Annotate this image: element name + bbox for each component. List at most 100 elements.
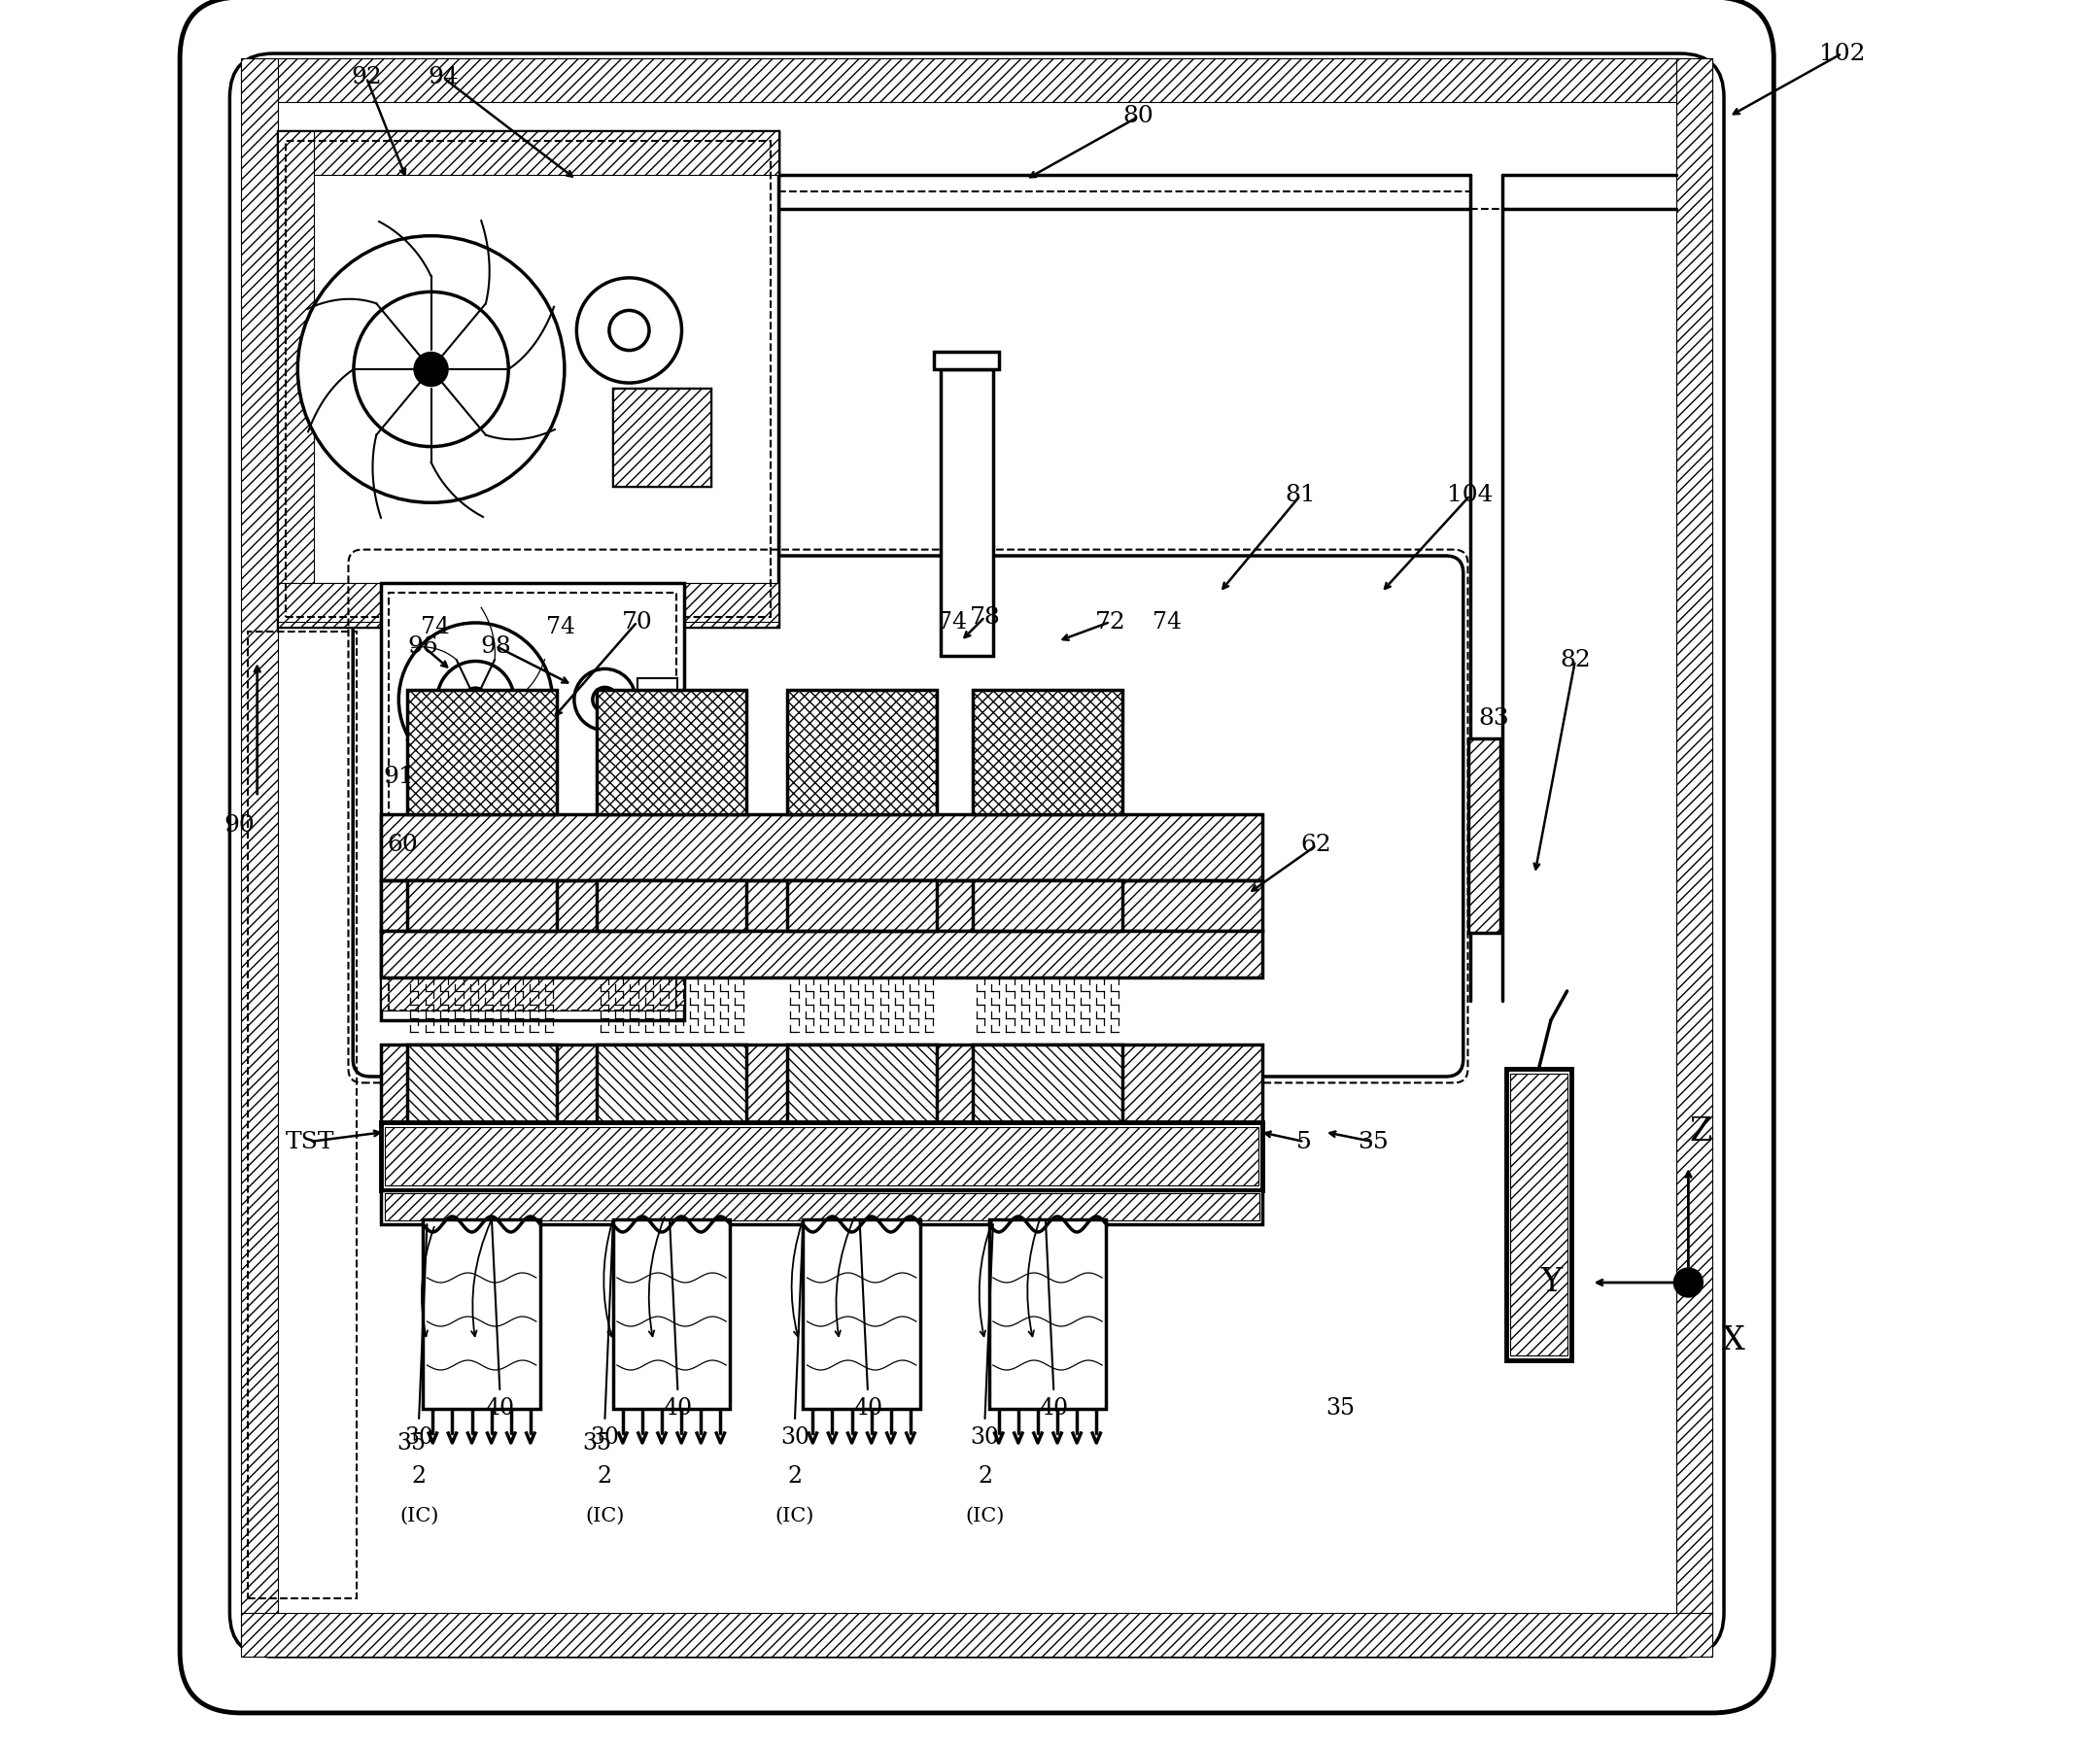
Circle shape (416, 353, 447, 386)
Text: 83: 83 (1478, 708, 1510, 730)
Bar (1468, 739, 1502, 933)
Text: 94: 94 (428, 66, 458, 89)
Bar (248, 632, 357, 1599)
Text: 2: 2 (788, 1466, 802, 1488)
Bar (380, 1190, 1262, 1225)
Bar (380, 1045, 1262, 1122)
Text: 30: 30 (970, 1427, 1000, 1450)
Text: 70: 70 (622, 611, 653, 632)
Bar (380, 931, 1262, 978)
Bar (242, 58, 277, 1651)
Text: 2: 2 (979, 1466, 993, 1488)
Text: 74: 74 (1153, 611, 1182, 632)
Text: 92: 92 (351, 66, 382, 89)
Text: 82: 82 (1560, 650, 1590, 673)
Text: 35: 35 (1357, 1130, 1388, 1153)
Text: 2: 2 (412, 1466, 426, 1488)
Bar (380, 1045, 1262, 1122)
Bar (277, 131, 313, 627)
Text: 74: 74 (420, 615, 449, 638)
Circle shape (578, 278, 682, 383)
Bar (788, 1045, 937, 1122)
Text: 30: 30 (405, 1427, 433, 1450)
Bar (380, 814, 1262, 880)
Circle shape (399, 622, 552, 776)
Bar (788, 690, 937, 814)
Text: 74: 74 (546, 615, 575, 638)
Text: 90: 90 (225, 814, 254, 837)
Bar (384, 1127, 1258, 1186)
Bar (972, 1045, 1121, 1122)
Bar (277, 583, 779, 622)
Bar (613, 1219, 731, 1408)
Text: 30: 30 (590, 1427, 620, 1450)
Bar (972, 880, 1121, 931)
Bar (613, 388, 710, 486)
Bar (407, 1045, 557, 1122)
Bar (972, 690, 1121, 814)
Text: 2: 2 (598, 1466, 613, 1488)
Bar (596, 880, 746, 931)
Bar (802, 1219, 920, 1408)
FancyBboxPatch shape (353, 556, 1464, 1076)
Text: 40: 40 (485, 1398, 514, 1420)
Text: 40: 40 (853, 1398, 882, 1420)
Text: (IC): (IC) (399, 1506, 439, 1525)
Text: 78: 78 (970, 606, 1000, 629)
Bar (788, 1045, 937, 1122)
Bar (989, 1219, 1107, 1408)
Bar (596, 1045, 746, 1122)
Text: 35: 35 (397, 1433, 426, 1454)
Text: 74: 74 (939, 611, 968, 632)
Text: TST: TST (286, 1130, 334, 1153)
Text: (IC): (IC) (775, 1506, 815, 1525)
Circle shape (609, 311, 649, 351)
Bar (380, 583, 685, 1020)
Bar (788, 690, 937, 814)
Bar (242, 58, 1714, 101)
Text: 96: 96 (407, 634, 439, 657)
Bar (380, 971, 685, 1010)
Text: 60: 60 (386, 833, 418, 856)
Text: Y: Y (1539, 1267, 1562, 1298)
Bar (941, 369, 993, 655)
Bar (380, 1122, 1262, 1190)
Text: X: X (1722, 1326, 1745, 1356)
Text: Z: Z (1688, 1116, 1711, 1148)
Text: 40: 40 (664, 1398, 693, 1420)
Bar (384, 1193, 1260, 1221)
Bar (242, 1612, 1714, 1656)
Bar (972, 880, 1121, 931)
Circle shape (353, 292, 508, 447)
Bar (407, 880, 557, 931)
Text: 91: 91 (384, 767, 414, 788)
Bar (596, 1045, 746, 1122)
Bar (380, 931, 1262, 978)
Text: 80: 80 (1124, 105, 1155, 128)
Circle shape (573, 669, 636, 730)
Circle shape (437, 660, 514, 737)
Bar (934, 351, 1000, 369)
Bar (277, 131, 779, 175)
Text: 5: 5 (1296, 1130, 1312, 1153)
Text: 62: 62 (1302, 833, 1331, 856)
Bar (380, 880, 1262, 931)
Text: (IC): (IC) (586, 1506, 624, 1525)
Bar (1506, 1069, 1571, 1361)
Bar (972, 1045, 1121, 1122)
Bar (380, 814, 1262, 880)
Bar (596, 690, 746, 814)
Bar (596, 690, 746, 814)
Bar (277, 131, 779, 627)
Bar (788, 880, 937, 931)
Bar (407, 1045, 557, 1122)
Text: 35: 35 (582, 1433, 611, 1454)
Bar (277, 583, 779, 627)
Bar (1676, 58, 1714, 1651)
Text: 40: 40 (1040, 1398, 1069, 1420)
Text: 81: 81 (1285, 484, 1315, 507)
Bar (407, 690, 557, 814)
Bar (596, 880, 746, 931)
Bar (1510, 1074, 1567, 1356)
Text: 72: 72 (1094, 611, 1126, 632)
